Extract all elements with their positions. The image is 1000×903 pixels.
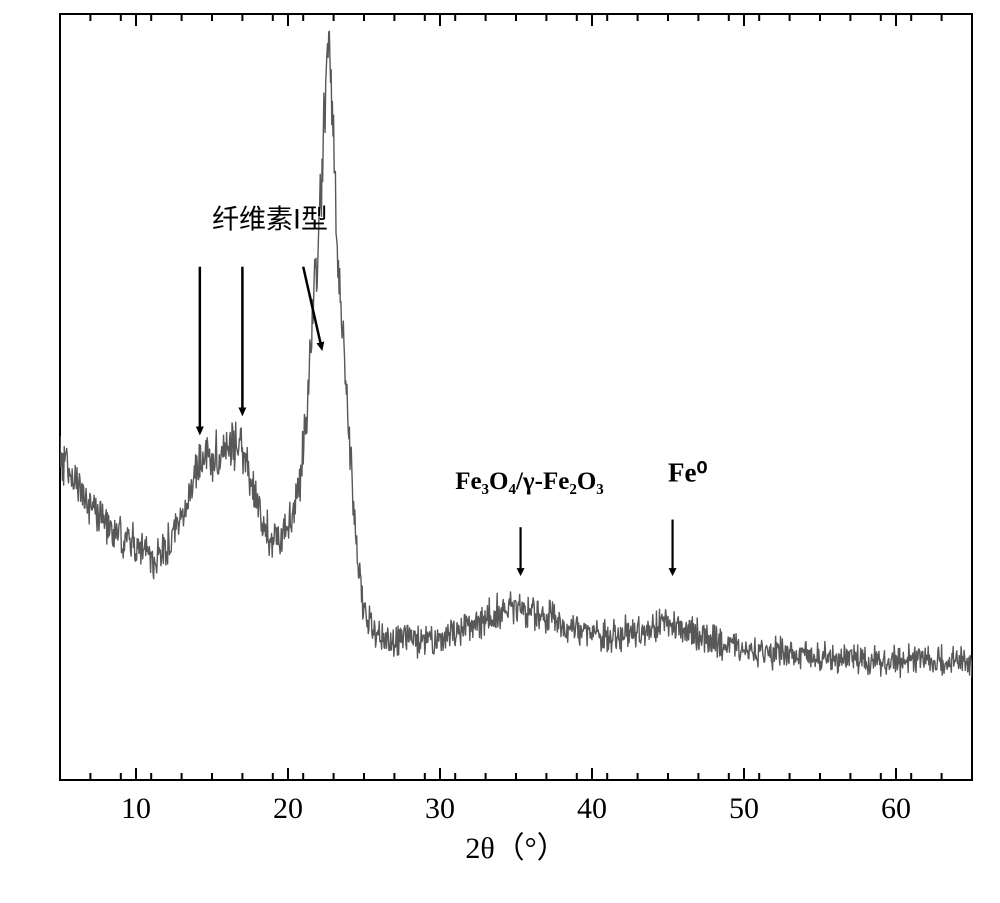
x-axis-label: 2θ（°） <box>465 832 566 865</box>
x-tick-label: 10 <box>121 792 151 825</box>
xrd-chart: 10 20 30 40 50 60 2θ（°） 纤维素Ⅰ型 Fe₃O₄/γ-Fe₂O₃ Fe⁰ <box>20 10 980 870</box>
annotation-fe0_label: Fe⁰ <box>668 457 707 487</box>
annotation-feox_label: Fe₃O₄/γ-Fe₂O₃ <box>455 468 604 495</box>
annotation-cellulose_label: 纤维素Ⅰ型 <box>212 204 328 234</box>
x-tick-label: 40 <box>577 792 607 825</box>
xrd-svg: 10 20 30 40 50 60 2θ（°） 纤维素Ⅰ型 Fe₃O₄/γ-Fe₂O₃ Fe⁰ <box>20 10 980 870</box>
x-tick-label: 30 <box>425 792 455 825</box>
x-tick-label: 20 <box>273 792 303 825</box>
x-tick-label: 50 <box>729 792 759 825</box>
x-tick-label: 60 <box>881 792 911 825</box>
